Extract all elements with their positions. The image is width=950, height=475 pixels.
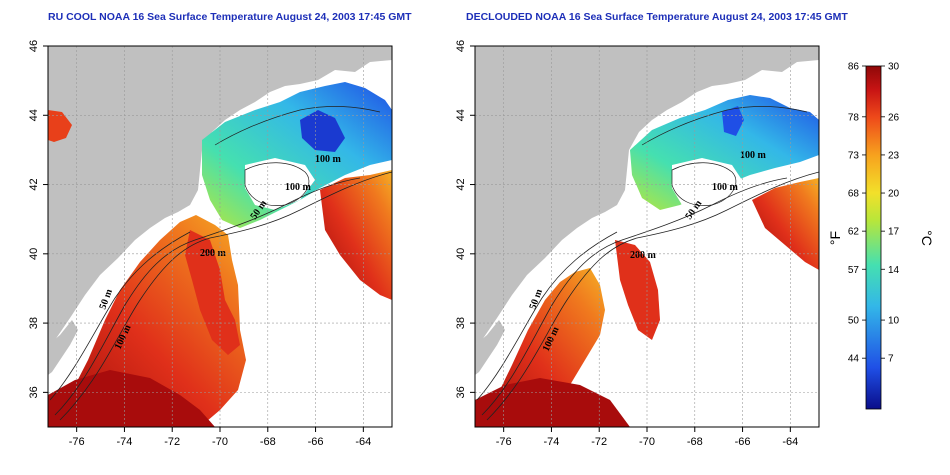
x-tick-label: -76 <box>496 436 512 448</box>
left-y-axis: 36 38 40 42 44 46 <box>28 40 48 398</box>
x-tick-label: -66 <box>308 436 324 448</box>
y-tick-label: 36 <box>28 386 40 398</box>
fahrenheit-unit-label: °F <box>827 231 843 245</box>
y-tick-label: 38 <box>28 317 40 329</box>
fahrenheit-tick-label: 78 <box>848 112 860 123</box>
contour-label: 100 m <box>712 182 739 193</box>
inland-warm-lake <box>48 110 72 142</box>
eastern-warm-water <box>320 170 392 300</box>
y-tick-label: 40 <box>455 248 467 260</box>
fahrenheit-tick-label: 62 <box>848 227 860 238</box>
y-tick-label: 46 <box>455 40 467 52</box>
right-panel-title: DECLOUDED NOAA 16 Sea Surface Temperatur… <box>466 11 848 23</box>
fahrenheit-tick-label: 57 <box>848 265 860 276</box>
right-map-panel: 100 m 100 m 50 m 200 m 50 m 100 m -76 -74… <box>455 40 820 448</box>
celsius-tick-label: 30 <box>888 62 900 73</box>
contour-line-bank <box>671 162 737 206</box>
x-tick-label: -76 <box>69 436 85 448</box>
x-tick-label: -74 <box>116 436 132 448</box>
left-panel-title: RU COOL NOAA 16 Sea Surface Temperature … <box>48 11 412 23</box>
contour-label: 200 m <box>630 250 657 261</box>
y-tick-label: 36 <box>455 386 467 398</box>
contour-line-200m <box>59 171 393 421</box>
land-mass <box>48 46 392 345</box>
contour-line-gulf <box>641 106 808 146</box>
celsius-tick-label: 23 <box>888 150 900 161</box>
fahrenheit-tick-label: 86 <box>848 62 860 73</box>
y-tick-label: 44 <box>455 109 467 121</box>
celsius-tick-label: 14 <box>888 265 900 276</box>
colorbar-ticks: 86 30 78 26 73 23 68 20 62 17 57 14 50 10 44 7 <box>848 62 900 365</box>
celsius-unit-label: °C <box>919 230 935 246</box>
land-mass <box>475 46 819 345</box>
contour-label: 100 m <box>740 150 767 161</box>
celsius-tick-label: 7 <box>888 354 894 365</box>
contour-label: 100 m <box>315 154 342 165</box>
x-tick-label: -64 <box>782 436 798 448</box>
warm-eddy <box>615 240 660 340</box>
x-tick-label: -72 <box>591 436 607 448</box>
contour-label: 200 m <box>200 248 227 259</box>
left-map-panel: 100 m 100 m 50 m 200 m 50 m 100 m -76 -74… <box>28 40 393 448</box>
celsius-tick-label: 10 <box>888 316 900 327</box>
x-tick-label: -64 <box>355 436 371 448</box>
right-y-axis: 36 38 40 42 44 46 <box>455 40 475 398</box>
x-tick-label: -68 <box>687 436 703 448</box>
contour-line-bank <box>244 162 310 206</box>
x-tick-label: -74 <box>543 436 559 448</box>
x-tick-label: -70 <box>212 436 228 448</box>
x-tick-label: -72 <box>164 436 180 448</box>
fahrenheit-tick-label: 68 <box>848 189 860 200</box>
land-mass-coast <box>48 320 78 375</box>
celsius-tick-label: 26 <box>888 112 900 123</box>
contour-line-200m <box>486 171 820 421</box>
y-tick-label: 42 <box>28 178 40 190</box>
contour-label: 100 m <box>285 182 312 193</box>
x-tick-label: -68 <box>260 436 276 448</box>
y-tick-label: 44 <box>28 109 40 121</box>
georges-bank-no-data <box>672 158 742 210</box>
southern-warm-water <box>475 378 630 427</box>
y-tick-label: 42 <box>455 178 467 190</box>
land-mass-coast <box>475 320 505 375</box>
georges-bank-no-data <box>245 158 315 210</box>
fahrenheit-tick-label: 44 <box>848 354 860 365</box>
eastern-warm-water <box>752 178 819 270</box>
temperature-colorbar: 86 30 78 26 73 23 68 20 62 17 57 14 50 10 44 7 °F °C <box>827 62 935 410</box>
right-x-axis: -76 -74 -72 -70 -68 -66 -64 <box>496 427 798 448</box>
warm-eddy <box>185 230 240 355</box>
right-graticule <box>475 45 819 427</box>
y-tick-label: 38 <box>455 317 467 329</box>
contour-line-50m <box>49 231 191 401</box>
x-tick-label: -70 <box>639 436 655 448</box>
x-tick-label: -66 <box>735 436 751 448</box>
contour-line-50m <box>476 231 618 401</box>
contour-line-gulf <box>214 106 381 146</box>
y-tick-label: 40 <box>28 248 40 260</box>
y-tick-label: 46 <box>28 40 40 52</box>
celsius-tick-label: 20 <box>888 189 900 200</box>
cold-water-patch <box>300 110 345 152</box>
fahrenheit-tick-label: 50 <box>848 316 860 327</box>
left-x-axis: -76 -74 -72 -70 -68 -66 -64 <box>69 427 371 448</box>
colorbar-gradient <box>865 65 882 410</box>
celsius-tick-label: 17 <box>888 227 900 238</box>
fahrenheit-tick-label: 73 <box>848 150 860 161</box>
cold-water-patch <box>722 106 744 136</box>
